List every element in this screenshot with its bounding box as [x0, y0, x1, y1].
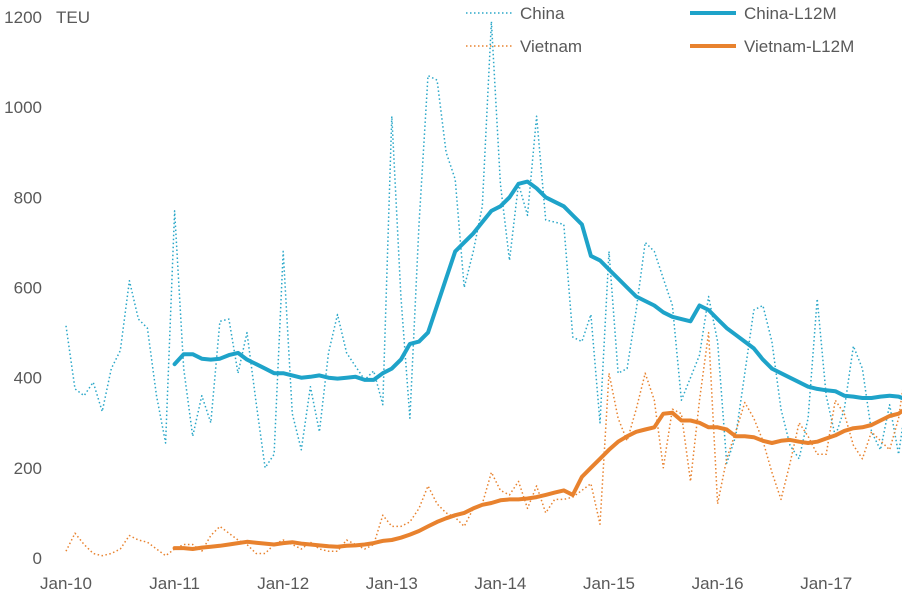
legend-label: China	[520, 4, 565, 23]
x-tick-label: Jan-10	[40, 574, 92, 593]
series-line-vietnam-l12m	[172, 408, 902, 551]
y-tick-label: 1200	[4, 8, 42, 27]
series-line-vietnam	[65, 331, 902, 557]
y-axis: 0 200 400 600 800 1000 1200	[4, 8, 42, 568]
series-line-china	[65, 20, 902, 469]
x-tick-label: Jan-16	[692, 574, 744, 593]
legend: China China-L12M Vietnam Vietnam-L12M	[466, 4, 854, 56]
legend-entry: Vietnam	[466, 37, 582, 56]
x-tick-label: Jan-12	[257, 574, 309, 593]
x-tick-label: Jan-11	[149, 574, 200, 593]
legend-label: Vietnam	[520, 37, 582, 56]
x-axis: Jan-10 Jan-11 Jan-12 Jan-13 Jan-14 Jan-15 Jan-…	[40, 574, 852, 593]
x-tick-label: Jan-14	[474, 574, 526, 593]
y-tick-label: 200	[14, 459, 42, 478]
legend-label: Vietnam-L12M	[744, 37, 854, 56]
y-tick-label: 600	[14, 279, 42, 298]
series-layer	[65, 20, 902, 557]
legend-entry: China	[466, 4, 565, 23]
y-unit-label: TEU	[56, 8, 90, 27]
y-tick-label: 0	[33, 549, 42, 568]
legend-entry: Vietnam-L12M	[690, 37, 854, 56]
x-tick-label: Jan-17	[800, 574, 852, 593]
y-tick-label: 1000	[4, 98, 42, 117]
legend-entry: China-L12M	[690, 4, 837, 23]
x-tick-label: Jan-15	[583, 574, 635, 593]
y-tick-label: 800	[14, 188, 42, 207]
legend-label: China-L12M	[744, 4, 837, 23]
x-tick-label: Jan-13	[366, 574, 418, 593]
series-line-china-l12m	[172, 179, 902, 401]
y-tick-label: 400	[14, 369, 42, 388]
